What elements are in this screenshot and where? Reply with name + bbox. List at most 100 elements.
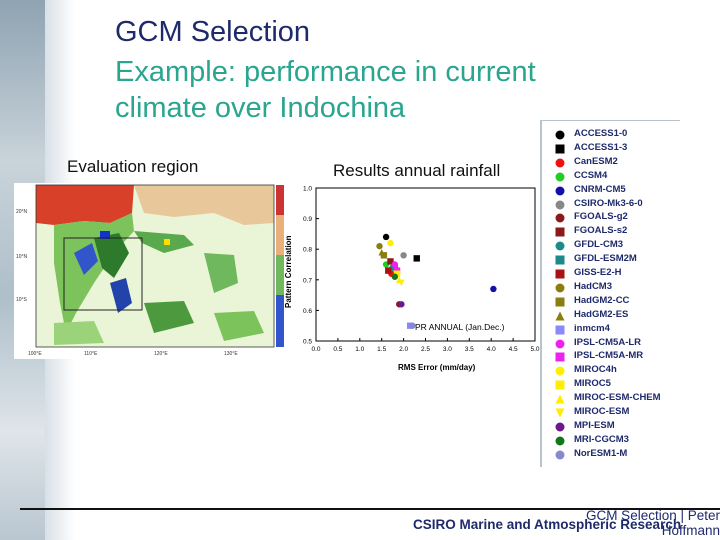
x-tick-label: 3.0 xyxy=(443,346,452,353)
legend-marker-shape xyxy=(555,339,565,348)
legend-marker-shape xyxy=(555,130,565,140)
footer-topic: GCM Selection | Peter Hoffmann xyxy=(585,508,720,538)
legend-marker xyxy=(555,213,565,223)
legend-marker xyxy=(555,352,565,362)
legend-label: FGOALS-s2 xyxy=(574,225,628,237)
legend-label: IPSL-CM5A-MR xyxy=(574,350,644,362)
legend-marker xyxy=(555,186,565,196)
legend-marker-shape xyxy=(555,283,565,293)
legend-marker xyxy=(555,241,565,251)
map-lat-label: 10°S xyxy=(16,297,28,303)
legend-marker-shape xyxy=(555,158,565,168)
legend-label: ACCESS1-0 xyxy=(574,128,628,139)
legend-marker xyxy=(555,144,565,154)
legend-marker-shape xyxy=(555,213,565,223)
data-point xyxy=(376,242,383,250)
legend-marker xyxy=(555,200,565,209)
legend-label: GISS-E2-H xyxy=(574,267,622,278)
data-point xyxy=(378,249,385,256)
slide-subtitle: Example: performance in current climate … xyxy=(115,56,536,124)
legend-label: HadCM3 xyxy=(574,280,613,292)
legend-label: IPSL-CM5A-LR xyxy=(574,336,642,348)
legend-marker xyxy=(555,339,565,348)
x-axis-label: RMS Error (mm/day) xyxy=(398,363,476,372)
map-lat-label: 10°N xyxy=(16,254,28,260)
x-tick-label: 1.0 xyxy=(355,346,364,353)
legend-marker-shape xyxy=(555,394,565,404)
legend-marker-shape xyxy=(555,227,565,237)
legend-label: CSIRO-Mk3-6-0 xyxy=(574,197,643,209)
legend-label: inmcm4 xyxy=(574,322,610,334)
legend-marker-shape xyxy=(555,311,565,321)
legend-marker xyxy=(555,325,565,335)
data-point xyxy=(385,267,392,274)
legend-marker xyxy=(555,436,565,446)
legend-marker xyxy=(555,172,565,182)
legend-marker-shape xyxy=(555,297,565,307)
x-tick-label: 4.0 xyxy=(487,346,496,353)
legend-marker-shape xyxy=(555,352,565,362)
y-tick-label: 1.0 xyxy=(303,186,312,193)
legend-marker-shape xyxy=(555,255,565,265)
x-tick-label: 0.5 xyxy=(333,346,342,353)
legend-label: GFDL-ESM2M xyxy=(574,253,637,265)
legend-label: CanESM2 xyxy=(574,155,618,167)
data-point xyxy=(387,239,394,247)
legend-marker-shape xyxy=(555,380,565,390)
data-point xyxy=(490,285,497,293)
legend-label: NorESM1-M xyxy=(574,447,628,459)
legend-label: CCSM4 xyxy=(574,169,608,181)
legend-marker xyxy=(555,394,565,404)
y-tick-label: 0.8 xyxy=(303,247,312,254)
legend-marker xyxy=(555,450,565,460)
y-tick-label: 0.6 xyxy=(303,308,312,315)
chart-label: Results annual rainfall xyxy=(333,161,501,180)
legend-marker xyxy=(555,158,565,168)
map-lat-label: 20°N xyxy=(16,209,28,215)
data-point xyxy=(391,273,399,280)
legend-marker xyxy=(555,380,565,390)
map-lon-label: 110°E xyxy=(84,351,98,357)
legend-label: MRI-CGCM3 xyxy=(574,433,629,445)
legend-marker-shape xyxy=(555,186,565,196)
legend-label: MPI-ESM xyxy=(574,419,615,431)
data-point xyxy=(382,233,390,241)
legend-label: MIROC-ESM-CHEM xyxy=(574,392,661,404)
legend-marker xyxy=(555,366,565,376)
legend-label: MIROC5 xyxy=(574,378,611,390)
legend-marker-shape xyxy=(555,269,565,279)
data-point xyxy=(398,279,405,287)
legend-marker-shape xyxy=(555,422,565,432)
legend-label: MIROC4h xyxy=(574,364,617,376)
evaluation-region-map: 20°N 10°N 10°S 100°E 110°E 120°E 130°E xyxy=(14,183,286,359)
legend-label: GFDL-CM3 xyxy=(574,239,624,251)
map-lon-label: 130°E xyxy=(224,351,238,357)
map-lon-label: 120°E xyxy=(154,351,168,357)
legend-label: FGOALS-g2 xyxy=(574,211,628,223)
scatter-plot: 0.0 0.5 1.0 1.5 2.0 2.5 3.0 3.5 4.0 4.5 5.00.50.60… xyxy=(284,186,540,373)
data-point xyxy=(409,322,416,329)
footer-divider xyxy=(20,508,720,510)
map-label: Evaluation region xyxy=(67,157,199,176)
legend-marker xyxy=(555,408,565,418)
data-point xyxy=(391,261,399,268)
footer-organization: CSIRO Marine and Atmospheric Research xyxy=(413,517,682,532)
legend-marker-shape xyxy=(555,144,565,154)
slide-title: GCM Selection xyxy=(115,16,311,48)
legend-marker-shape xyxy=(555,366,565,376)
legend-label: HadGM2-CC xyxy=(574,294,630,306)
legend-label: ACCESS1-3 xyxy=(574,141,628,153)
x-tick-label: 4.5 xyxy=(509,346,518,353)
legend-marker-shape xyxy=(555,172,565,182)
map-lon-label: 100°E xyxy=(28,351,42,357)
legend-marker xyxy=(555,297,565,307)
x-tick-label: 5.0 xyxy=(530,346,539,353)
y-tick-label: 0.9 xyxy=(303,216,312,223)
scatter-chart: 0.0 0.5 1.0 1.5 2.0 2.5 3.0 3.5 4.0 4.5 5.0 0.5 0.6 0… xyxy=(278,178,540,383)
x-tick-label: 3.5 xyxy=(465,346,474,353)
legend-label: MIROC-ESM xyxy=(574,406,630,417)
data-point xyxy=(413,255,420,262)
data-point xyxy=(387,258,394,265)
legend-marker xyxy=(555,130,565,140)
y-axis-label: Pattern Correlation xyxy=(284,235,293,308)
